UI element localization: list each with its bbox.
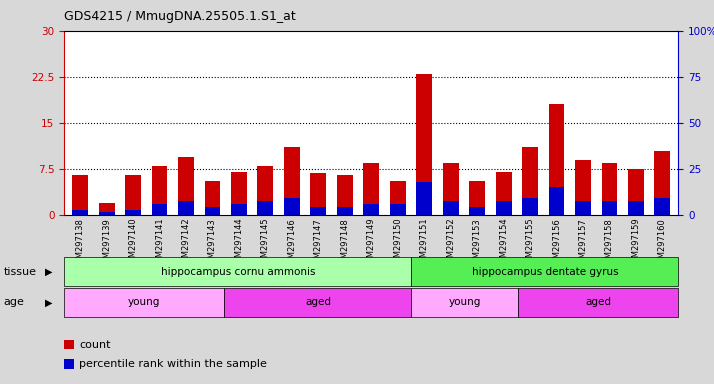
Bar	[258, 166, 273, 215]
Bar	[469, 181, 485, 215]
Bar	[575, 160, 591, 215]
Bar	[655, 151, 670, 215]
Bar	[443, 163, 458, 215]
Bar	[390, 181, 406, 215]
Bar	[337, 207, 353, 215]
Bar	[601, 163, 618, 215]
Bar	[72, 210, 88, 215]
Bar	[151, 204, 168, 215]
Bar	[125, 175, 141, 215]
Bar	[99, 203, 114, 215]
Bar	[363, 204, 379, 215]
Bar	[522, 147, 538, 215]
Text: tissue: tissue	[4, 266, 36, 277]
Bar	[178, 201, 194, 215]
Bar	[72, 175, 88, 215]
Text: aged: aged	[305, 297, 331, 308]
Text: hippocampus cornu ammonis: hippocampus cornu ammonis	[161, 266, 315, 277]
Bar	[151, 166, 168, 215]
Bar	[655, 199, 670, 215]
Text: ▶: ▶	[45, 266, 52, 277]
Bar	[258, 201, 273, 215]
Bar	[204, 207, 221, 215]
Bar	[522, 199, 538, 215]
Bar	[390, 204, 406, 215]
Bar	[178, 157, 194, 215]
Text: ▶: ▶	[45, 297, 52, 308]
Bar	[575, 201, 591, 215]
Bar	[443, 201, 458, 215]
Bar	[548, 187, 565, 215]
Text: young: young	[129, 297, 161, 308]
Bar	[628, 169, 644, 215]
Text: age: age	[4, 297, 24, 308]
Bar	[284, 199, 300, 215]
Bar	[231, 204, 247, 215]
Bar	[469, 207, 485, 215]
Text: aged: aged	[585, 297, 611, 308]
Bar	[337, 175, 353, 215]
Bar	[125, 210, 141, 215]
Bar	[628, 201, 644, 215]
Text: GDS4215 / MmugDNA.25505.1.S1_at: GDS4215 / MmugDNA.25505.1.S1_at	[64, 10, 296, 23]
Bar	[284, 147, 300, 215]
Bar	[363, 163, 379, 215]
Bar	[311, 207, 326, 215]
Text: percentile rank within the sample: percentile rank within the sample	[79, 359, 267, 369]
Bar	[231, 172, 247, 215]
Bar	[204, 181, 221, 215]
Bar	[416, 74, 432, 215]
Text: count: count	[79, 339, 111, 350]
Bar	[416, 182, 432, 215]
Bar	[311, 173, 326, 215]
Bar	[496, 172, 511, 215]
Bar	[496, 201, 511, 215]
Bar	[99, 212, 114, 215]
Bar	[601, 201, 618, 215]
Bar	[548, 104, 565, 215]
Text: young: young	[448, 297, 481, 308]
Text: hippocampus dentate gyrus: hippocampus dentate gyrus	[471, 266, 618, 277]
